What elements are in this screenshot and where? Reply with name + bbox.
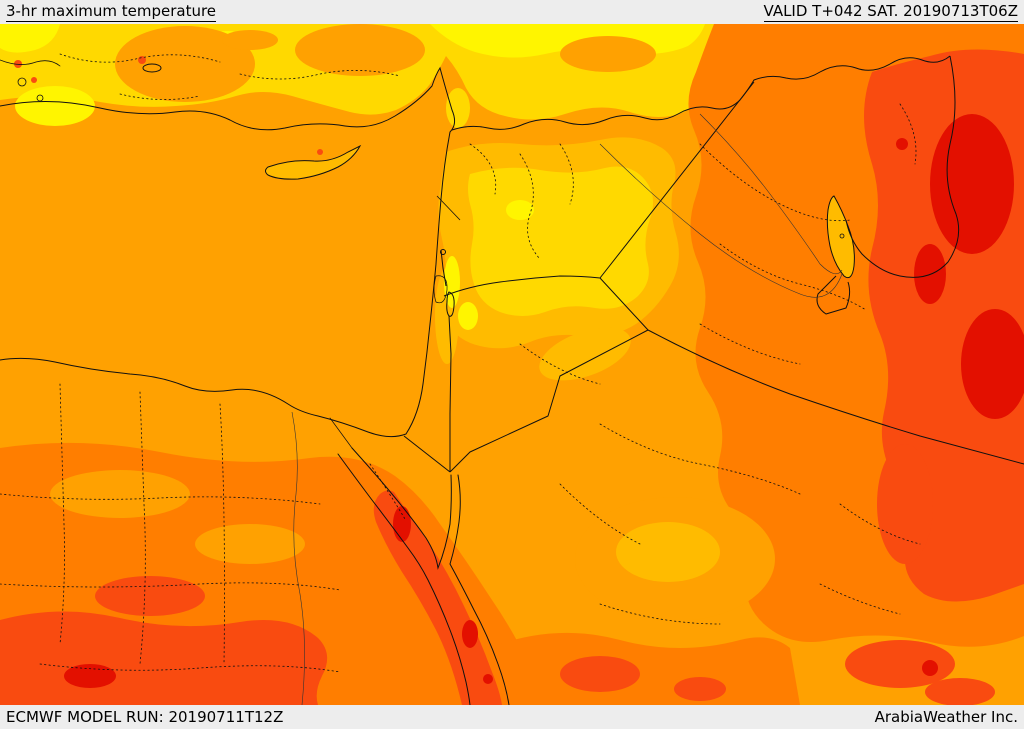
red-sea-west-coast — [337, 453, 471, 705]
mediterranean-coast — [0, 66, 456, 438]
border-west-bank — [433, 275, 448, 304]
coastlines — [0, 59, 845, 705]
top-bar: 3-hr maximum temperature VALID T+042 SAT… — [0, 0, 1024, 24]
map-area — [0, 24, 1024, 705]
border-syria-iraq — [599, 81, 755, 279]
valid-time-label: VALID T+042 SAT. 20190713T06Z — [763, 2, 1018, 22]
red-sea-east-coast — [449, 474, 510, 705]
cyprus-island — [265, 144, 362, 180]
aegean-island — [17, 77, 27, 87]
border-iran-iraq — [845, 55, 960, 278]
model-run-label: ECMWF MODEL RUN: 20190711T12Z — [6, 708, 284, 726]
contour-central-bright-spots — [444, 200, 534, 330]
border-israel-jordan — [448, 315, 452, 472]
contour-amber-patches — [265, 144, 855, 582]
persian-gulf — [826, 195, 855, 279]
admin-boundaries-dotted — [0, 53, 921, 673]
nile-river — [291, 411, 305, 705]
gulf-island — [839, 233, 845, 239]
border-syria-jordan — [443, 275, 601, 297]
country-borders — [403, 55, 1024, 473]
border-kuwait — [816, 275, 851, 315]
brand-label: ArabiaWeather Inc. — [874, 708, 1018, 726]
suez-canal — [329, 417, 353, 449]
border-lebanon — [436, 195, 461, 221]
aegean-island — [36, 94, 44, 102]
border-egypt-israel — [403, 435, 451, 473]
anatolian-lake — [142, 63, 162, 73]
euphrates-river — [599, 143, 843, 298]
bottom-bar: ECMWF MODEL RUN: 20190711T12Z ArabiaWeat… — [0, 705, 1024, 729]
border-jordan-saudi — [449, 277, 649, 473]
border-iraq-saudi — [647, 329, 1024, 465]
contour-top-orange-patches — [115, 24, 656, 102]
sinai-coast — [351, 447, 452, 570]
rivers — [291, 113, 843, 705]
tigris-river — [699, 113, 843, 275]
contour-bottom-deep-red — [64, 506, 938, 688]
border-turkey-south — [451, 55, 951, 131]
map-title: 3-hr maximum temperature — [6, 2, 217, 22]
temperature-map-canvas — [0, 24, 1024, 705]
border-jordan-river — [440, 249, 447, 287]
sea-of-galilee — [440, 249, 446, 255]
aegean-coast-fragment — [0, 59, 61, 67]
